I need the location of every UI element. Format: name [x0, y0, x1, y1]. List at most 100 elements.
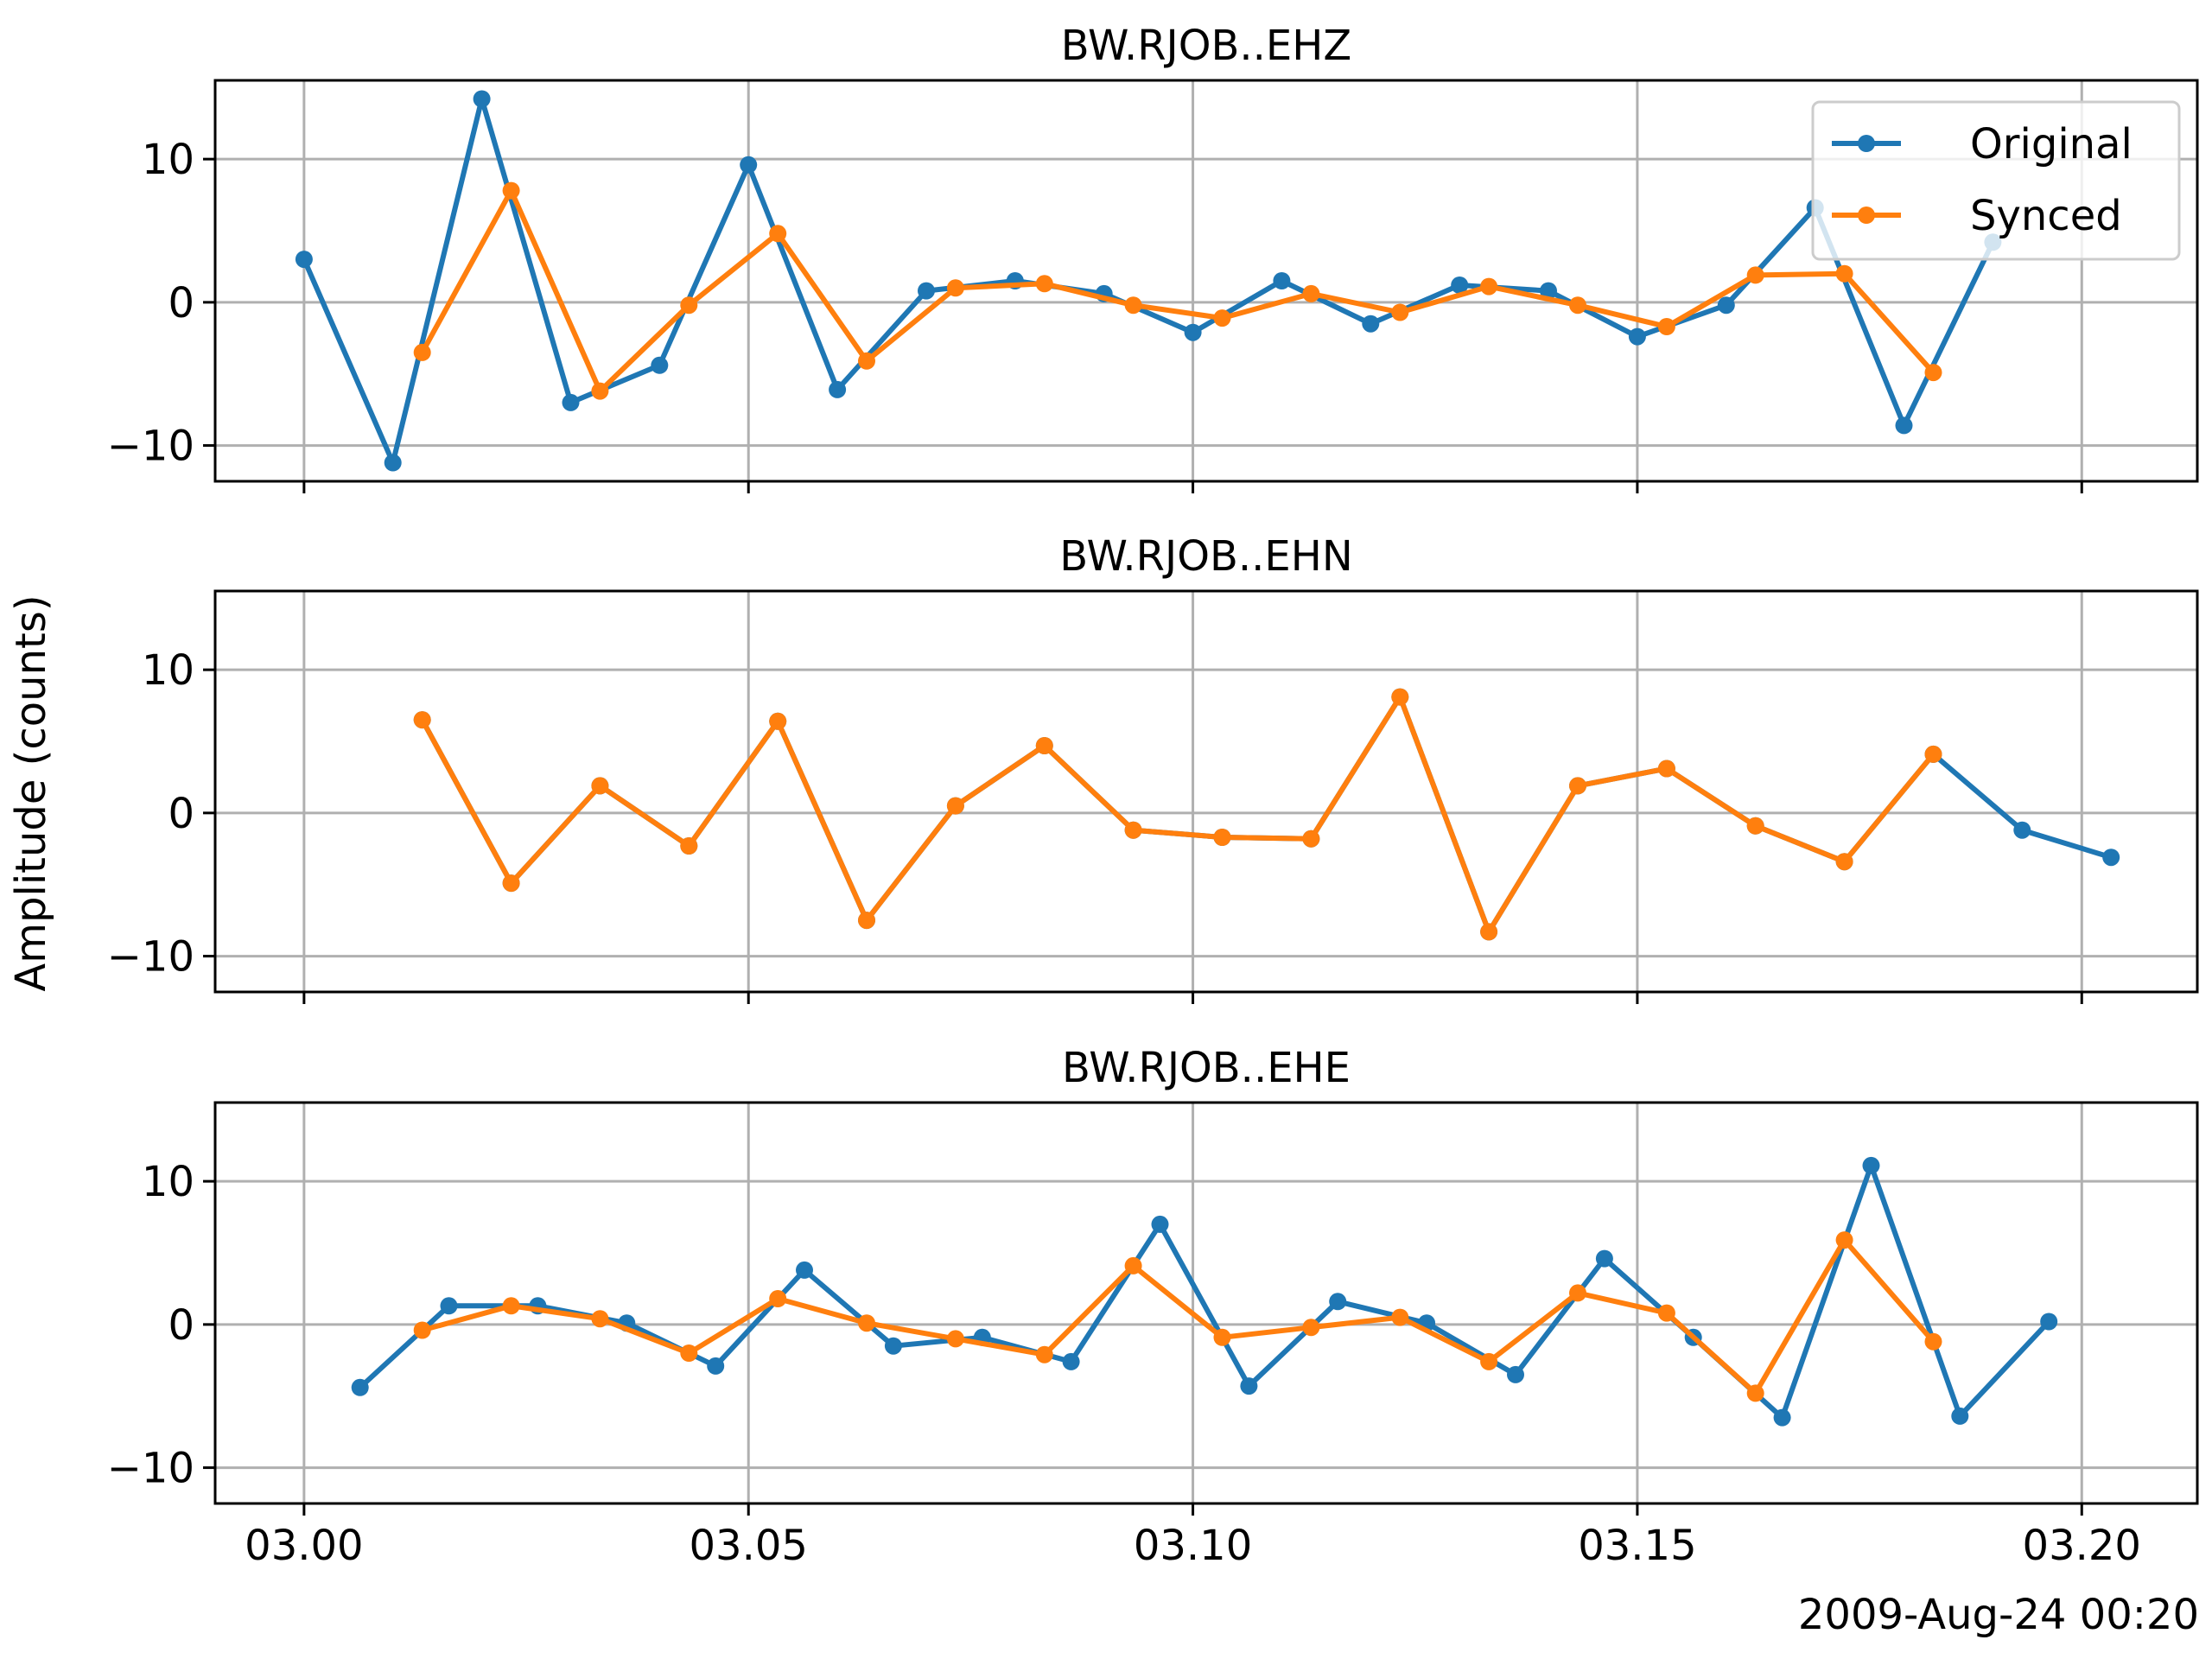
- data-point-synced: [1124, 1256, 1142, 1274]
- legend-box: [1811, 100, 2181, 261]
- data-point-original: [829, 380, 847, 398]
- data-point-synced: [1480, 1352, 1498, 1370]
- data-point-synced: [946, 279, 964, 297]
- series-synced: [413, 1231, 1942, 1402]
- axes-frame: [213, 1101, 2199, 1505]
- legend-label: Original: [1970, 120, 2133, 168]
- data-point-synced: [769, 225, 787, 243]
- y-tick-label: 0: [168, 279, 194, 327]
- data-point-original: [1362, 315, 1380, 333]
- panel-3: BW.RJOB..EHE −10 0 10 03.00 03.05 03.10 03.15 03…: [107, 1044, 2199, 1570]
- panel-title: BW.RJOB..EHE: [1062, 1044, 1351, 1092]
- data-point-original: [1273, 272, 1291, 289]
- legend-marker: [1858, 135, 1875, 152]
- data-point-synced: [1035, 1345, 1053, 1363]
- data-point-synced: [858, 912, 875, 930]
- data-point-synced: [413, 711, 431, 729]
- data-point-synced: [946, 1330, 964, 1348]
- series-line-original: [300, 96, 1997, 466]
- data-point-original: [2013, 821, 2031, 839]
- data-point-original: [351, 1378, 369, 1396]
- y-axis-label: Amplitude (counts): [7, 594, 55, 991]
- data-point-synced: [591, 382, 609, 400]
- data-point-original: [1240, 1377, 1258, 1395]
- data-point-original: [1062, 1352, 1080, 1370]
- data-point-original: [1329, 1293, 1347, 1311]
- data-point-synced: [591, 777, 609, 795]
- data-point-original: [1717, 296, 1735, 315]
- data-point-original: [1151, 1215, 1169, 1233]
- series-original: [351, 1156, 2058, 1427]
- data-point-original: [1951, 1407, 1969, 1425]
- data-point-synced: [591, 1310, 609, 1328]
- legend-marker: [1858, 207, 1875, 224]
- time-offset-label: 2009-Aug-24 00:20: [1798, 1591, 2199, 1639]
- data-point-original: [473, 90, 491, 108]
- data-point-synced: [1569, 296, 1586, 315]
- data-point-original: [1184, 323, 1202, 341]
- data-point-original: [1540, 282, 1557, 300]
- data-point-synced: [413, 1321, 431, 1339]
- data-point-synced: [1124, 821, 1142, 839]
- data-point-original: [2102, 849, 2120, 867]
- data-point-original: [562, 393, 580, 411]
- series-line-original: [356, 1162, 2053, 1421]
- data-point-synced: [1302, 830, 1320, 848]
- data-point-synced: [1480, 277, 1498, 296]
- data-point-synced: [1924, 745, 1942, 763]
- data-point-original: [796, 1261, 813, 1279]
- legend-item-synced: Synced: [1832, 192, 2122, 240]
- data-point-synced: [858, 1314, 875, 1332]
- panel-title: BW.RJOB..EHZ: [1061, 22, 1351, 70]
- data-point-synced: [1124, 296, 1142, 315]
- data-point-synced: [769, 712, 787, 730]
- y-tick-label: 0: [168, 1301, 194, 1350]
- data-point-original: [884, 1337, 902, 1355]
- data-point-synced: [1213, 1328, 1231, 1346]
- data-point-synced: [413, 343, 431, 361]
- axes-frame: [213, 589, 2199, 994]
- data-point-synced: [1213, 829, 1231, 846]
- data-point-original: [1773, 1408, 1791, 1427]
- data-point-synced: [1835, 1231, 1853, 1249]
- data-point-original: [2040, 1313, 2058, 1331]
- data-point-original: [1628, 327, 1646, 346]
- data-point-synced: [769, 1290, 787, 1307]
- data-point-synced: [502, 181, 520, 200]
- panel-title: BW.RJOB..EHN: [1059, 532, 1353, 581]
- x-tick-label: 03.10: [1134, 1522, 1252, 1570]
- data-point-synced: [502, 1297, 520, 1315]
- panels-group: BW.RJOB..EHZ−10010BW.RJOB..EHN−10010BW.R…: [107, 22, 2199, 1570]
- data-point-synced: [1835, 853, 1853, 871]
- data-point-synced: [1480, 923, 1498, 941]
- x-tick-label: 03.05: [690, 1522, 808, 1570]
- data-point-synced: [946, 797, 964, 815]
- axes-frame: [213, 79, 2199, 483]
- data-point-original: [707, 1357, 725, 1375]
- data-point-synced: [1302, 284, 1320, 302]
- y-tick-label: 10: [142, 1158, 194, 1206]
- data-point-synced: [1035, 737, 1053, 754]
- y-tick-label: 0: [168, 790, 194, 838]
- data-point-synced: [858, 352, 875, 370]
- data-point-synced: [1302, 1319, 1320, 1337]
- data-point-original: [1862, 1156, 1880, 1174]
- data-point-synced: [1657, 760, 1675, 778]
- data-point-synced: [1924, 364, 1942, 382]
- x-tick-label: 03.20: [2023, 1522, 2141, 1570]
- data-point-original: [440, 1297, 458, 1315]
- data-point-original: [1895, 416, 1913, 435]
- data-point-synced: [502, 874, 520, 893]
- data-point-original: [651, 356, 669, 374]
- data-point-original: [1507, 1365, 1524, 1383]
- legend-item-original: Original: [1832, 120, 2133, 168]
- data-point-synced: [1746, 817, 1764, 835]
- data-point-synced: [1391, 688, 1409, 706]
- series-line-synced: [419, 1237, 1937, 1396]
- data-point-synced: [1391, 1308, 1409, 1326]
- data-point-synced: [1657, 1304, 1675, 1322]
- data-point-synced: [680, 296, 698, 315]
- y-tick-label: 10: [142, 136, 194, 184]
- x-tick-label: 03.00: [245, 1522, 363, 1570]
